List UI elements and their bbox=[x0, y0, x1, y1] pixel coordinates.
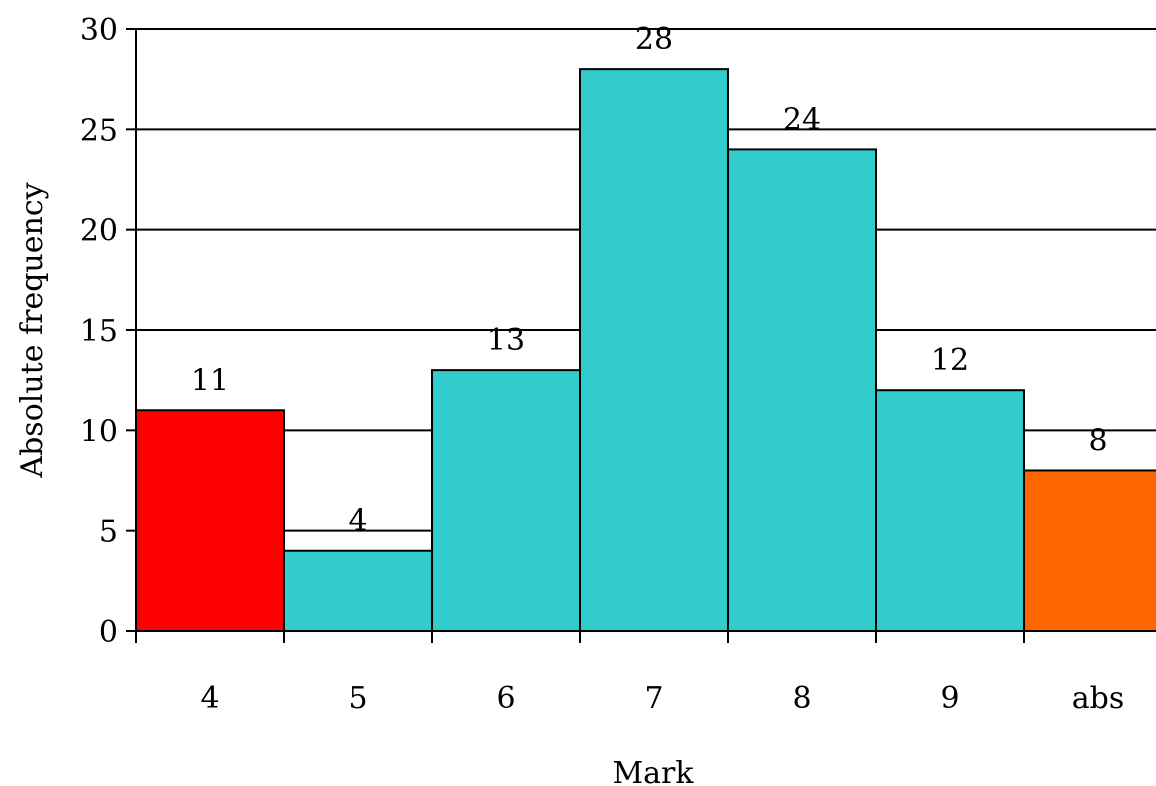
data-label: 12 bbox=[931, 343, 969, 378]
x-tick-label: 6 bbox=[496, 681, 515, 716]
x-tick-label: 5 bbox=[348, 681, 367, 716]
y-tick-label: 15 bbox=[80, 314, 118, 349]
data-label: 11 bbox=[191, 363, 229, 398]
bars bbox=[135, 68, 1156, 633]
bar bbox=[875, 389, 1025, 633]
x-tick-label: 8 bbox=[792, 681, 811, 716]
x-tick-label: 9 bbox=[940, 681, 959, 716]
data-label: 8 bbox=[1088, 423, 1107, 458]
y-tick-label: 5 bbox=[99, 515, 118, 550]
x-tick-label: 7 bbox=[644, 681, 663, 716]
y-tick-label: 0 bbox=[99, 615, 118, 650]
bar bbox=[283, 549, 433, 633]
bar bbox=[727, 148, 877, 632]
y-tick-label: 25 bbox=[80, 113, 118, 148]
data-label: 24 bbox=[783, 102, 821, 137]
data-label: 13 bbox=[487, 323, 525, 358]
x-axis-title: Mark bbox=[612, 756, 694, 786]
axes bbox=[126, 28, 1156, 643]
data-labels: 11 4 13 28 24 12 8 bbox=[191, 22, 1108, 539]
y-tick-label: 30 bbox=[80, 13, 118, 48]
y-tick-label: 10 bbox=[80, 414, 118, 449]
x-tick-label: abs bbox=[1072, 681, 1125, 716]
data-label: 28 bbox=[635, 22, 673, 57]
y-axis-title: Absolute frequency bbox=[15, 182, 50, 478]
x-tick-label: 4 bbox=[200, 681, 219, 716]
bar bbox=[1023, 469, 1156, 633]
bar bbox=[579, 68, 729, 632]
bar bbox=[135, 409, 285, 632]
y-tick-label: 20 bbox=[80, 214, 118, 249]
bar bbox=[431, 369, 581, 632]
data-label: 4 bbox=[348, 504, 367, 539]
tick-labels: 0 5 10 15 20 25 30 4 5 6 7 8 9 abs bbox=[80, 13, 1124, 716]
